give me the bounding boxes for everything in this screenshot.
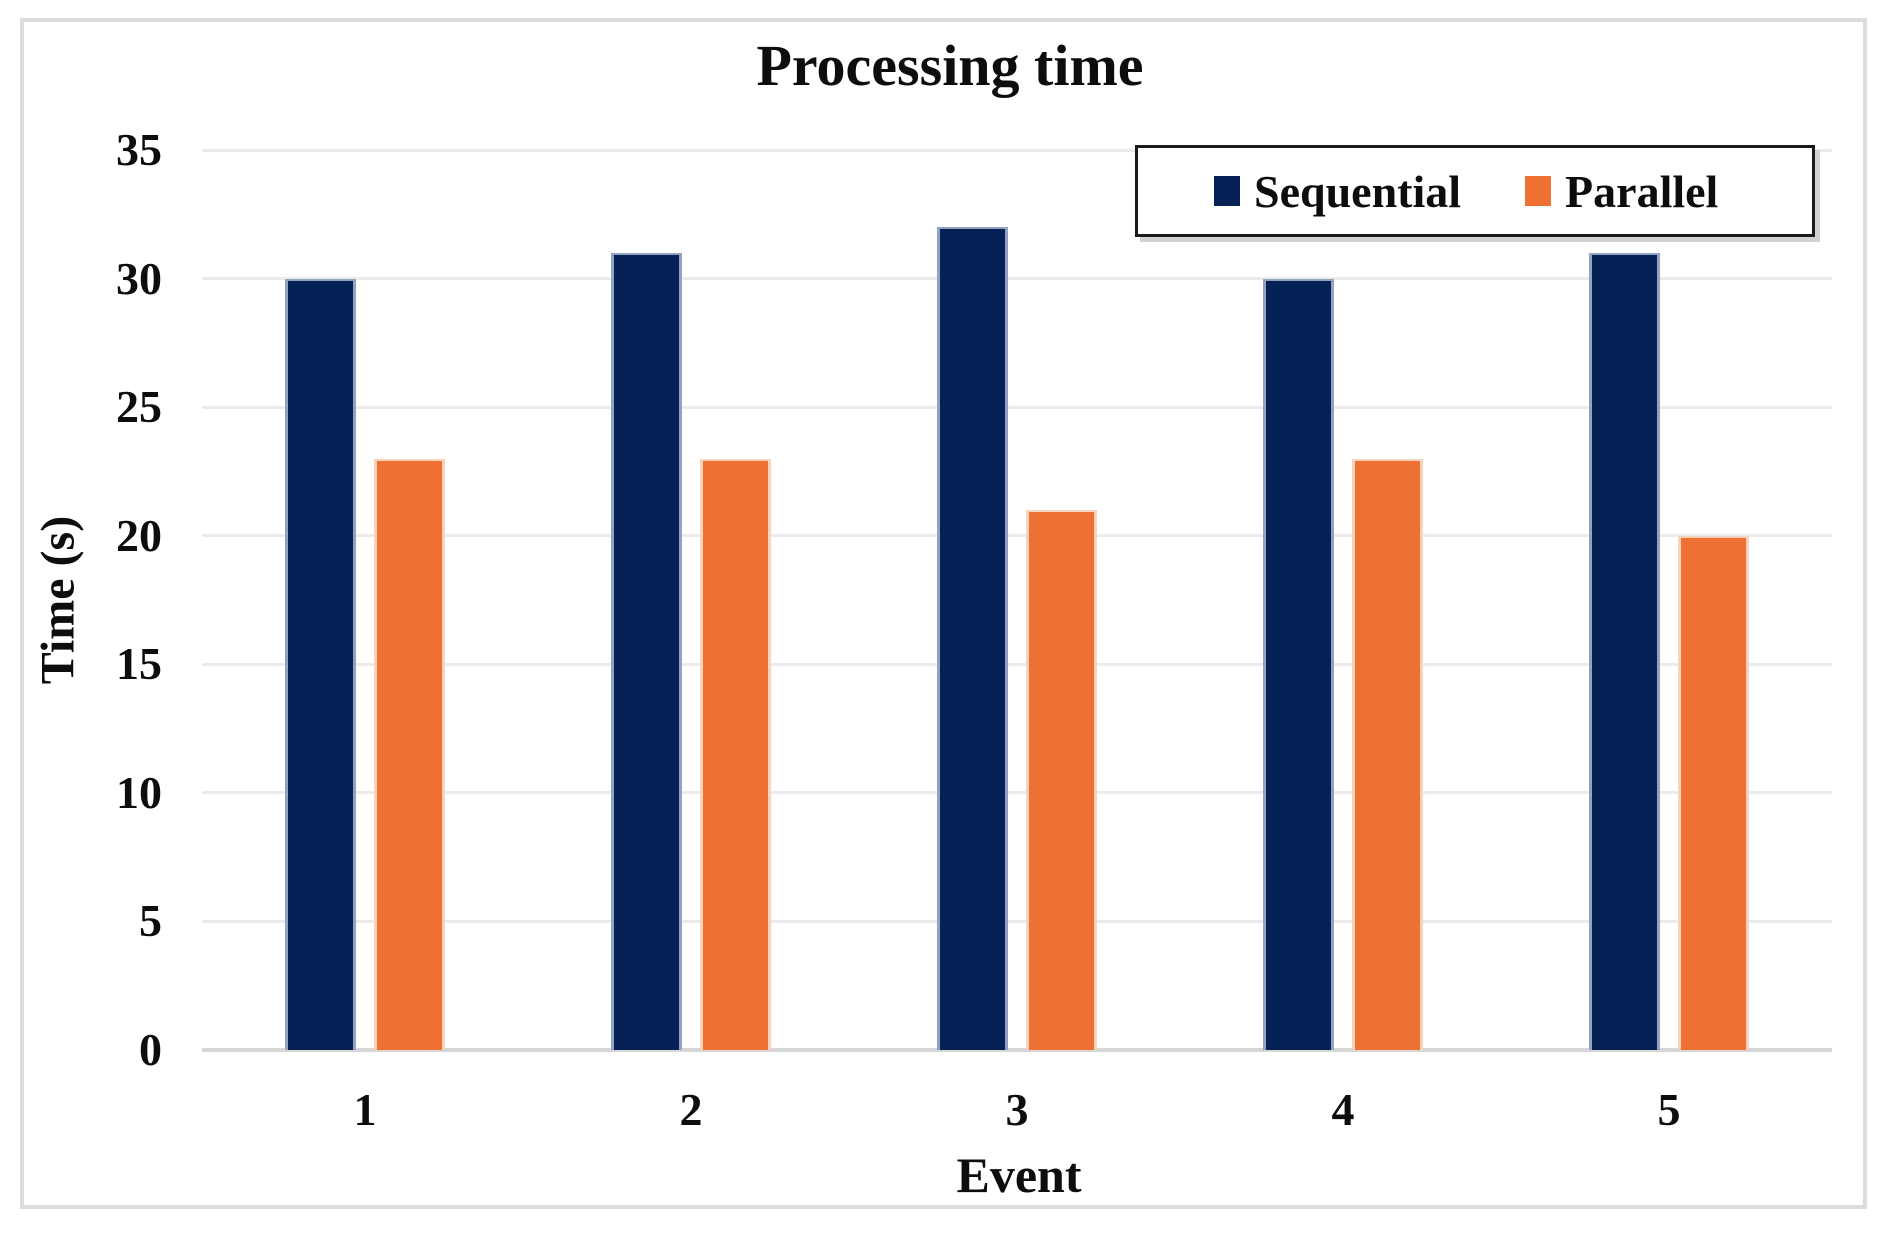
bar-parallel-4 (1352, 458, 1423, 1050)
y-tick-label-25: 25 (116, 381, 162, 433)
x-tick-label-1: 1 (353, 1084, 377, 1135)
y-tick-label-15: 15 (116, 638, 162, 690)
bar-sequential-5 (1589, 252, 1660, 1050)
legend: Sequential Parallel (1135, 145, 1815, 237)
bar-parallel-3 (1026, 510, 1097, 1050)
legend-label-parallel: Parallel (1565, 165, 1719, 217)
y-tick-label-20: 20 (116, 509, 162, 561)
bar-parallel-5 (1678, 535, 1749, 1050)
y-tick-label-5: 5 (139, 895, 162, 947)
bar-sequential-4 (1263, 278, 1334, 1050)
bar-sequential-3 (937, 227, 1008, 1050)
gridline-30 (202, 277, 1832, 281)
x-tick-label-3: 3 (1005, 1084, 1029, 1135)
x-tick-label-4: 4 (1331, 1084, 1355, 1135)
x-axis-title: Event (956, 1147, 1082, 1203)
gridline-15 (202, 662, 1832, 666)
x-axis-line (202, 1048, 1832, 1052)
gridline-5 (202, 919, 1832, 923)
chart-title: Processing time (756, 33, 1144, 98)
legend-label-sequential: Sequential (1254, 165, 1462, 217)
x-tick-label-2: 2 (679, 1084, 703, 1135)
y-tick-label-0: 0 (139, 1024, 162, 1075)
bar-sequential-1 (285, 278, 356, 1050)
bar-parallel-1 (374, 458, 445, 1050)
gridline-10 (202, 791, 1832, 795)
gridline-20 (202, 534, 1832, 538)
legend-item-parallel: Parallel (1525, 165, 1718, 218)
y-axis-title: Time (s) (31, 515, 85, 685)
y-tick-label-35: 35 (116, 124, 162, 175)
y-tick-label-10: 10 (116, 766, 162, 818)
legend-swatch-sequential-icon (1214, 176, 1240, 206)
y-tick-label-30: 30 (116, 252, 162, 304)
bar-parallel-2 (700, 458, 771, 1050)
gridline-25 (202, 405, 1832, 409)
legend-item-sequential: Sequential (1214, 165, 1461, 218)
gridline-35 (202, 148, 1832, 152)
bar-sequential-2 (611, 252, 682, 1050)
legend-swatch-parallel-icon (1525, 176, 1552, 206)
x-tick-label-5: 5 (1657, 1084, 1681, 1135)
